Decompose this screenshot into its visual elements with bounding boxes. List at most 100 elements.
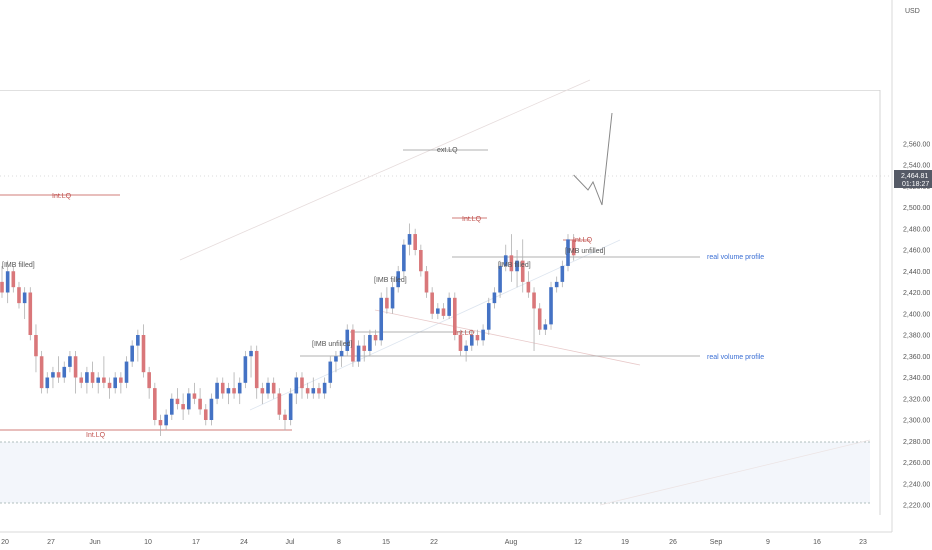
candle (170, 393, 174, 420)
x-tick-label: 16 (813, 539, 821, 546)
candle-body (266, 382, 270, 394)
candle (317, 382, 321, 399)
candle-body (537, 308, 542, 330)
y-tick-label: 2,560.00 (903, 141, 930, 148)
candle (243, 350, 248, 389)
candle (498, 260, 502, 298)
candle (130, 340, 134, 367)
candle-body (526, 281, 531, 293)
candle-body (85, 372, 89, 383)
x-tick-label: 10 (144, 539, 152, 546)
candle-body (351, 329, 355, 362)
candle (107, 377, 112, 399)
candle-body (503, 255, 508, 266)
candle (481, 324, 485, 346)
x-tick-label: 8 (337, 539, 341, 546)
candle-body (294, 377, 299, 394)
candle (119, 372, 123, 394)
candle (220, 377, 225, 399)
candle-body (102, 377, 106, 383)
candle-body (379, 297, 384, 341)
candle (475, 329, 480, 346)
candle-body (509, 255, 514, 272)
candle (328, 356, 333, 389)
time-axis: 20 27 Jun 10 17 24 Jul 8 15 22 Aug 12 19 26 Sep 9 16 23 (0, 531, 892, 546)
candle-body (0, 281, 4, 293)
x-tick-label: Aug (505, 539, 518, 546)
candle (520, 239, 525, 293)
x-tick-label: Jul (286, 539, 295, 546)
candle-body (22, 292, 27, 304)
candle-body (362, 345, 367, 351)
candle-body (232, 388, 236, 394)
candle-body (175, 398, 180, 405)
candle (300, 372, 304, 399)
candle (294, 372, 299, 405)
y-tick-label: 2,500.00 (903, 205, 930, 212)
candle (543, 319, 548, 335)
channel-line-lower (249, 239, 621, 411)
candle-body (396, 271, 400, 288)
candle (413, 228, 417, 256)
candle (396, 265, 400, 293)
y-tick-label: 2,320.00 (903, 396, 930, 403)
candle-body (34, 335, 38, 357)
candle-body (56, 372, 61, 378)
candle (186, 388, 191, 415)
projection-path (573, 112, 613, 206)
int-lq-label-1: Int.LQ (52, 193, 72, 200)
candle-body (107, 382, 112, 389)
candle (424, 265, 429, 298)
candle-body (486, 303, 491, 330)
candle (39, 350, 44, 394)
candle (447, 292, 451, 320)
ext-lq-label: ext.LQ (437, 147, 458, 154)
candle (390, 281, 395, 314)
last-price-badge (894, 170, 932, 188)
imb-filled-label-2: [IMB filled] (374, 277, 407, 284)
candle-body (288, 393, 293, 420)
y-tick-label: 2,380.00 (903, 333, 930, 340)
candle (226, 382, 231, 405)
real-volume-profile-label-2: real volume profile (707, 354, 764, 361)
candle-body (124, 361, 129, 383)
candle-body (260, 388, 265, 394)
candle-body (209, 398, 214, 420)
candle-body (498, 265, 502, 293)
range-top-border (0, 90, 880, 91)
candle-body (226, 388, 231, 394)
imb-filled-label-3: [IMB filled] (498, 262, 531, 269)
projection-line (573, 112, 613, 206)
candle-body (17, 287, 21, 304)
candle (141, 324, 146, 378)
candle (571, 234, 576, 261)
candle-body (158, 420, 163, 426)
candle (34, 324, 38, 373)
candle-body (62, 366, 67, 378)
candle (5, 260, 10, 304)
candle-body (424, 271, 429, 293)
candle (198, 388, 202, 415)
candle-body (277, 393, 282, 415)
candle (175, 388, 180, 410)
candle (90, 361, 95, 389)
candle (469, 329, 474, 351)
candle-body (464, 345, 468, 351)
candle (266, 377, 270, 399)
candle-body (153, 388, 157, 420)
candle (379, 292, 384, 346)
candle (334, 350, 338, 373)
candle-body (334, 356, 338, 362)
candle-body (407, 234, 412, 245)
zones (0, 79, 881, 515)
channel-line-upper (179, 79, 591, 261)
candle-body (390, 287, 395, 309)
annotations: Int.LQ [IMB filled] Int.LQ [IMB filled] … (2, 147, 764, 439)
candle-body (571, 239, 576, 256)
imb-filled-label-1: [IMB filled] (2, 262, 35, 269)
candle-body (356, 345, 361, 362)
y-tick-label: 2,300.00 (903, 418, 930, 425)
candle (73, 350, 78, 394)
candle-body (119, 377, 123, 383)
candle-body (469, 335, 474, 346)
